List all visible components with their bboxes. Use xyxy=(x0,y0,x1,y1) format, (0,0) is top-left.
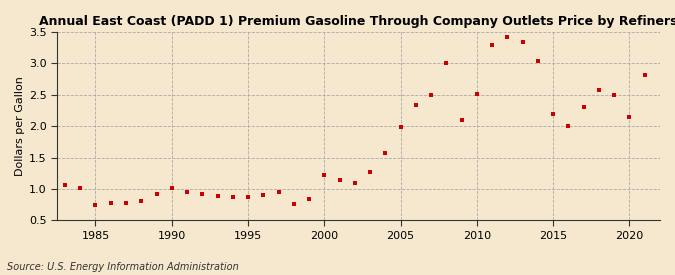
Point xyxy=(258,192,269,197)
Point xyxy=(197,192,208,196)
Point xyxy=(90,203,101,207)
Point xyxy=(487,43,497,47)
Point xyxy=(151,192,162,196)
Point xyxy=(624,115,635,120)
Point xyxy=(212,194,223,199)
Point xyxy=(59,183,70,187)
Point xyxy=(380,151,391,155)
Point xyxy=(319,173,330,177)
Point xyxy=(533,59,543,63)
Point xyxy=(136,199,146,204)
Point xyxy=(456,118,467,122)
Point xyxy=(517,40,528,44)
Point xyxy=(242,195,253,199)
Point xyxy=(441,60,452,65)
Point xyxy=(334,178,345,182)
Point xyxy=(410,103,421,108)
Point xyxy=(548,111,559,116)
Point xyxy=(350,181,360,185)
Point xyxy=(105,200,116,205)
Point xyxy=(593,88,604,93)
Point xyxy=(472,92,483,96)
Point xyxy=(364,170,375,174)
Point xyxy=(166,186,177,191)
Point xyxy=(426,93,437,97)
Point xyxy=(563,124,574,128)
Title: Annual East Coast (PADD 1) Premium Gasoline Through Company Outlets Price by Ref: Annual East Coast (PADD 1) Premium Gasol… xyxy=(39,15,675,28)
Point xyxy=(288,202,299,206)
Point xyxy=(273,190,284,194)
Point xyxy=(502,35,513,39)
Point xyxy=(182,190,192,194)
Point xyxy=(75,185,86,190)
Point xyxy=(304,197,315,201)
Point xyxy=(121,200,132,205)
Point xyxy=(578,105,589,109)
Point xyxy=(609,93,620,97)
Text: Source: U.S. Energy Information Administration: Source: U.S. Energy Information Administ… xyxy=(7,262,238,272)
Point xyxy=(396,125,406,129)
Point xyxy=(639,73,650,78)
Y-axis label: Dollars per Gallon: Dollars per Gallon xyxy=(15,76,25,176)
Point xyxy=(227,195,238,199)
